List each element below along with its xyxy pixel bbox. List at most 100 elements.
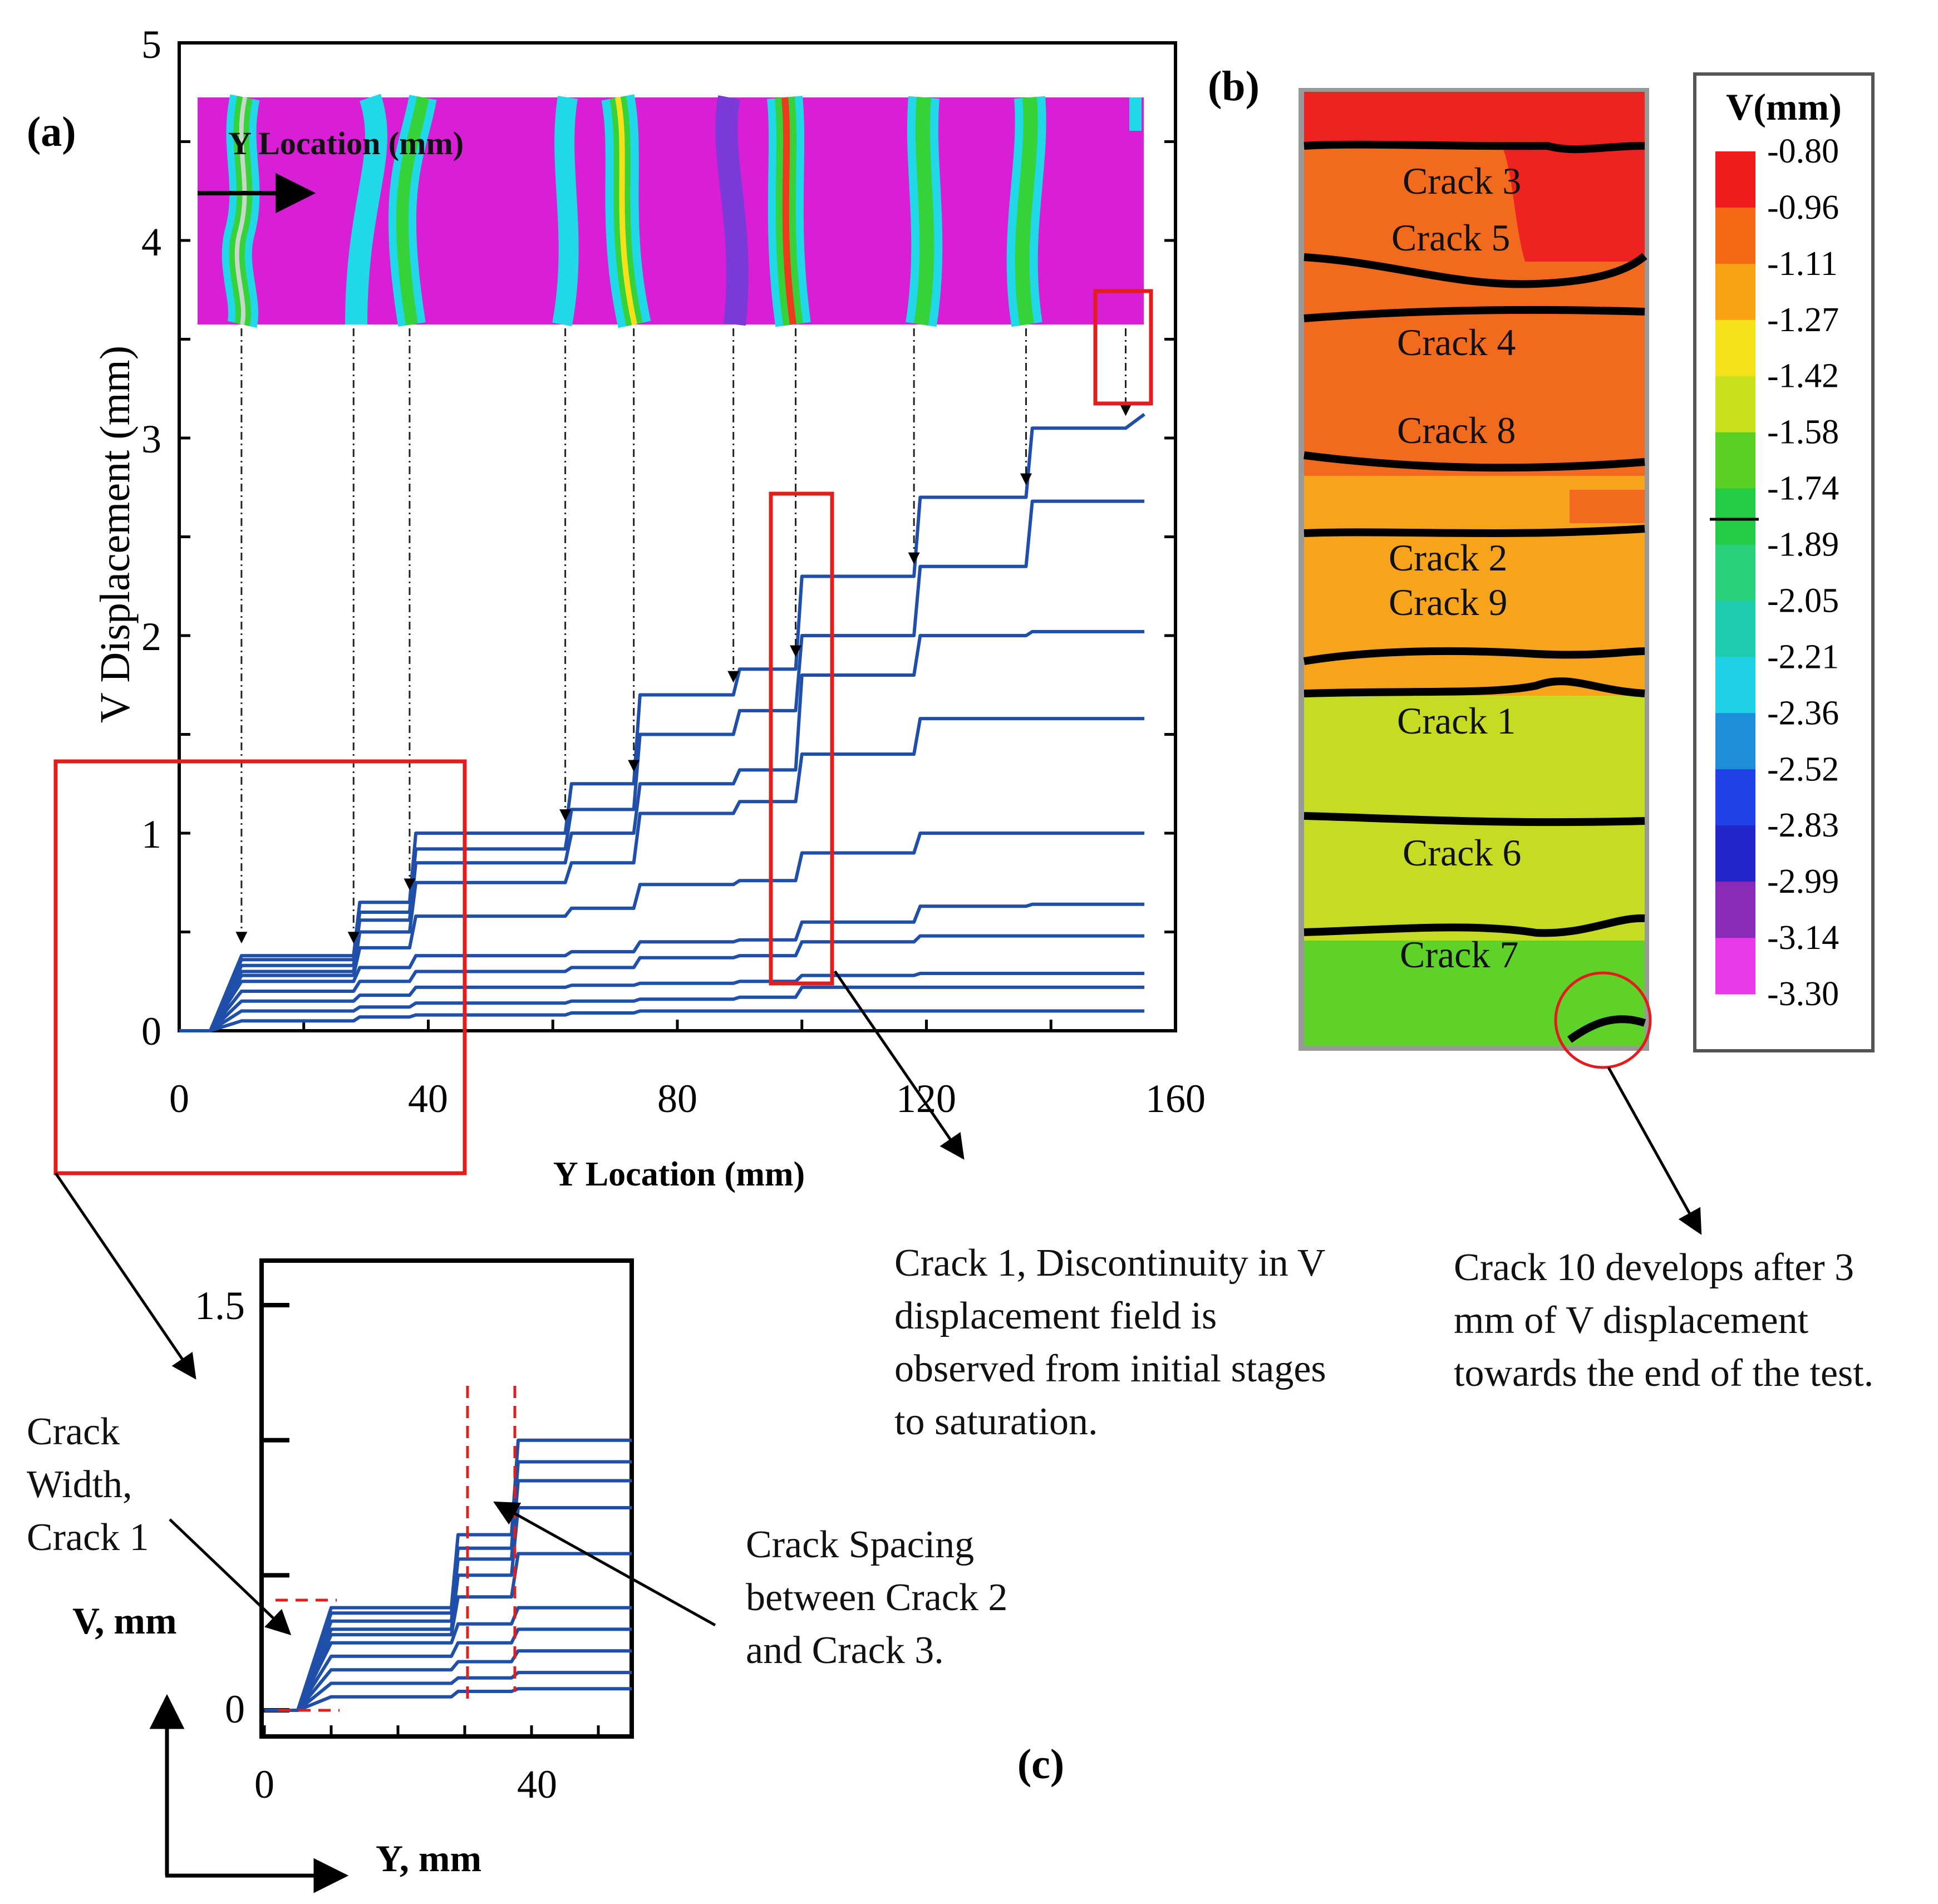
y-tick-label: 0 — [225, 1687, 245, 1731]
colorbar-swatch — [1715, 207, 1755, 264]
note-line: Crack Spacing — [746, 1523, 974, 1566]
colorbar-legend: V(mm) -0.80 -0.96 -1.11 -1.27 -1.42 -1.58 -1.7… — [1693, 72, 1875, 1052]
note-line: Crack — [27, 1410, 120, 1453]
colorbar-label: -2.83 — [1767, 806, 1839, 844]
y-tick-label: 1 — [141, 812, 161, 857]
crack-label: Crack 4 — [1397, 321, 1516, 363]
colorbar-swatch — [1715, 882, 1755, 938]
note-line: between Crack 2 — [746, 1576, 1007, 1619]
colorbar-label: -1.89 — [1767, 526, 1839, 564]
series-line-3 — [179, 972, 1145, 1032]
colorbar-swatch — [1715, 713, 1755, 770]
note-line: to saturation. — [894, 1400, 1098, 1443]
colorbar-label: -2.52 — [1767, 750, 1839, 788]
colorbar-swatch — [1715, 488, 1755, 545]
crack10-arrow — [1607, 1066, 1702, 1235]
crack10-highlight-box — [1093, 289, 1153, 406]
zone-orange-patch — [1570, 490, 1645, 523]
colorbar-swatch — [1715, 601, 1755, 657]
panel-label-b: (b) — [1208, 63, 1260, 110]
x-axis-label-c: Y, mm — [376, 1837, 481, 1880]
panel-c: 0 1.5 0 40 V, mm Y, mm Crack Width, Crac… — [27, 1172, 1064, 1893]
ticks-a — [178, 41, 1177, 1032]
colorbar-label: -1.58 — [1767, 414, 1839, 451]
y-tick-labels-a: 0 1 2 3 4 5 — [141, 22, 161, 1054]
zone-red — [1304, 92, 1645, 147]
y-tick-label: 0 — [141, 1009, 161, 1054]
colorbar-label: -0.96 — [1767, 189, 1839, 227]
colorbar-label: -3.30 — [1767, 975, 1839, 1013]
colorbar-title: V(mm) — [1726, 86, 1842, 128]
colorbar-label: -1.74 — [1767, 470, 1839, 508]
zone-red-patch — [1503, 147, 1645, 262]
colorbar-labels: -0.80 -0.96 -1.11 -1.27 -1.42 -1.58 -1.74 -1.89… — [1767, 132, 1839, 1013]
crack-width-note: Crack Width, Crack 1 — [27, 1410, 149, 1559]
crack-spacing-note: Crack Spacing between Crack 2 and Crack … — [746, 1523, 1007, 1672]
crack1-highlight-box — [769, 491, 834, 986]
colorbar-label: -2.21 — [1767, 638, 1839, 676]
crack-label: Crack 5 — [1391, 217, 1510, 259]
crack10-circle — [1554, 971, 1652, 1069]
note-line: Crack 1 — [27, 1516, 149, 1559]
crack-label: Crack 2 — [1389, 537, 1507, 579]
y-axis-label-a: V Displacement (mm) — [92, 346, 139, 723]
x-tick-label: 40 — [517, 1762, 557, 1807]
zoom-series-line-10 — [264, 1438, 632, 1712]
x-tick-label: 80 — [657, 1076, 697, 1121]
y-tick-label: 5 — [141, 22, 161, 67]
colorbar-swatch — [1715, 263, 1755, 321]
x-tick-labels-a: 0 40 80 120 160 — [169, 1076, 1206, 1121]
panel-label-c: (c) — [1017, 1741, 1064, 1788]
colorbar-swatch — [1715, 657, 1755, 714]
inset-axis-label: Y Location (mm) — [228, 125, 464, 161]
series-group-c — [264, 1438, 632, 1712]
dic-inset-strip: Y Location (mm) — [198, 94, 1144, 328]
colorbar-label: -2.05 — [1767, 582, 1839, 620]
crack-label: Crack 9 — [1389, 581, 1507, 623]
note-line: towards the end of the test. — [1454, 1352, 1873, 1395]
crack1-arrow — [833, 970, 965, 1160]
y-tick-label: 3 — [141, 417, 161, 461]
series-line-2 — [179, 985, 1145, 1032]
colorbar-label: -1.11 — [1767, 245, 1838, 283]
crack-spacing-arrow — [493, 1501, 716, 1627]
colorbar-swatch — [1715, 151, 1755, 208]
crack-label: Crack 8 — [1397, 409, 1516, 451]
colorbar-swatch — [1715, 319, 1755, 377]
colorbar-label: -0.80 — [1767, 132, 1839, 170]
crack-label: Crack 7 — [1400, 933, 1518, 976]
crack-lines — [1303, 140, 1647, 1043]
y-tick-label: 4 — [141, 220, 161, 264]
axes-frame-c — [259, 1258, 634, 1739]
crack-label: Crack 3 — [1403, 160, 1521, 202]
crack-label: Crack 1 — [1397, 700, 1516, 742]
colorbar-swatch — [1715, 938, 1755, 995]
note-line: and Crack 3. — [746, 1629, 944, 1672]
x-tick-label: 40 — [408, 1076, 448, 1121]
crack-label: Crack 6 — [1403, 832, 1521, 874]
note-line: displacement field is — [894, 1295, 1217, 1337]
colorbar-label: -1.27 — [1767, 301, 1839, 339]
zoom-series-line-1 — [264, 1687, 632, 1712]
series-line-9 — [179, 499, 1145, 1032]
colorbar-swatch — [1715, 769, 1755, 826]
colorbar-swatch — [1715, 544, 1755, 601]
x-axis-label-a: Y Location (mm) — [553, 1155, 805, 1193]
colorbar-label: -2.36 — [1767, 694, 1839, 732]
panel-label-a: (a) — [27, 109, 76, 155]
inset-crack-bands — [222, 94, 1142, 328]
y-tick-labels-c: 0 1.5 — [195, 1283, 245, 1731]
y-tick-label: 1.5 — [195, 1283, 245, 1328]
x-tick-label: 0 — [254, 1762, 274, 1807]
series-line-5 — [179, 902, 1145, 1032]
panel-a: (a) — [27, 22, 1206, 1193]
colorbar-swatch — [1715, 376, 1755, 433]
crack-labels: Crack 3 Crack 5 Crack 4 Crack 8 Crack 2 … — [1389, 160, 1521, 976]
x-tick-label: 120 — [896, 1076, 956, 1121]
zoom-region-box — [53, 759, 467, 1175]
note-line: observed from initial stages — [894, 1347, 1326, 1390]
crack1-note: Crack 1, Discontinuity in V displacement… — [894, 1242, 1326, 1443]
colorbar-swatch — [1715, 825, 1755, 882]
series-line-1 — [179, 1009, 1145, 1032]
y-tick-label: 2 — [141, 614, 161, 659]
